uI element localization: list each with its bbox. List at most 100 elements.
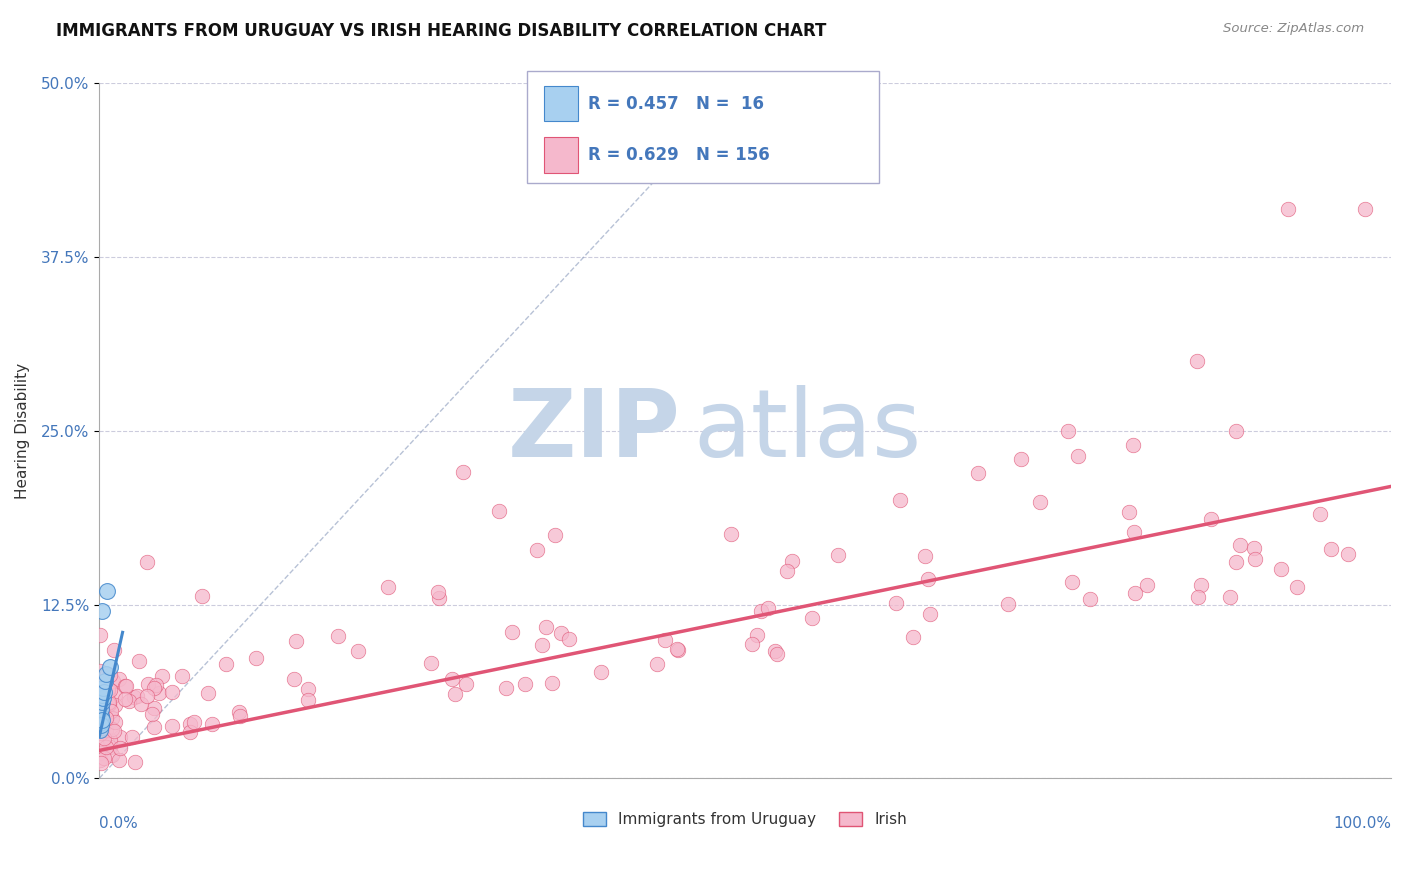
Point: [966, 466, 988, 480]
Point: [124, 690, 146, 704]
Point: [115, 679, 138, 693]
Text: R = 0.629   N = 156: R = 0.629 N = 156: [588, 146, 769, 164]
Point: [456, 677, 478, 691]
Point: [776, 564, 799, 578]
Point: [89, 715, 111, 730]
Point: [142, 701, 165, 715]
Point: [1219, 590, 1241, 604]
Point: [1225, 555, 1247, 569]
Point: [488, 504, 510, 518]
Point: [96, 723, 118, 738]
Point: [91, 733, 114, 747]
Point: [143, 720, 166, 734]
Point: [121, 730, 143, 744]
Point: [1187, 590, 1209, 604]
Point: [763, 644, 786, 658]
Point: [104, 698, 127, 712]
Text: R = 0.457   N =  16: R = 0.457 N = 16: [588, 95, 763, 112]
Point: [534, 620, 557, 634]
Point: [100, 704, 122, 718]
Point: [283, 672, 305, 686]
Point: [1067, 449, 1090, 463]
Legend: Immigrants from Uruguay, Irish: Immigrants from Uruguay, Irish: [576, 805, 914, 833]
Point: [96, 666, 118, 681]
Point: [1270, 562, 1292, 576]
Point: [91, 688, 114, 702]
Point: [419, 656, 441, 670]
Point: [800, 610, 823, 624]
Point: [526, 542, 548, 557]
Point: [426, 585, 449, 599]
Point: [1078, 591, 1101, 606]
Point: [589, 665, 612, 680]
Point: [98, 660, 121, 674]
Point: [90, 690, 112, 705]
Point: [1122, 438, 1144, 452]
Point: [741, 637, 763, 651]
Point: [114, 679, 136, 693]
Point: [1244, 552, 1267, 566]
Point: [756, 600, 779, 615]
Point: [285, 633, 308, 648]
Point: [1337, 547, 1360, 561]
Point: [1060, 575, 1083, 590]
Text: ZIP: ZIP: [508, 384, 681, 477]
Point: [142, 681, 165, 695]
Point: [1225, 424, 1247, 438]
Point: [443, 687, 465, 701]
Point: [89, 628, 111, 642]
Point: [665, 641, 688, 656]
Point: [1057, 424, 1080, 438]
Point: [1229, 538, 1251, 552]
Point: [125, 689, 148, 703]
Point: [91, 715, 114, 730]
Point: [884, 596, 907, 610]
Point: [183, 715, 205, 730]
Point: [530, 638, 553, 652]
Point: [654, 632, 676, 647]
Point: [550, 626, 572, 640]
Point: [780, 554, 803, 568]
Point: [515, 677, 537, 691]
Point: [91, 690, 114, 705]
Point: [346, 644, 368, 658]
Point: [1187, 354, 1209, 368]
Point: [104, 688, 127, 702]
Point: [997, 598, 1019, 612]
Point: [179, 724, 201, 739]
Point: [124, 755, 146, 769]
Point: [97, 695, 120, 709]
Point: [745, 628, 768, 642]
Point: [93, 750, 115, 764]
Point: [141, 707, 163, 722]
Point: [114, 692, 136, 706]
Point: [89, 746, 111, 760]
Point: [326, 629, 349, 643]
Point: [101, 722, 124, 736]
Point: [90, 708, 112, 723]
Point: [190, 590, 212, 604]
Text: 0.0%: 0.0%: [100, 816, 138, 831]
Point: [93, 673, 115, 688]
Point: [901, 630, 924, 644]
Point: [98, 698, 121, 712]
Point: [541, 676, 564, 690]
Point: [101, 673, 124, 688]
Point: [89, 723, 111, 737]
Point: [297, 682, 319, 697]
Point: [98, 668, 121, 682]
Point: [128, 654, 150, 668]
Point: [136, 689, 159, 703]
Point: [89, 700, 111, 714]
Point: [103, 642, 125, 657]
Point: [1010, 452, 1032, 467]
Point: [98, 740, 121, 755]
Point: [136, 555, 159, 569]
Point: [107, 672, 129, 686]
Point: [90, 675, 112, 690]
Point: [1189, 578, 1212, 592]
Point: [101, 711, 124, 725]
Text: IMMIGRANTS FROM URUGUAY VS IRISH HEARING DISABILITY CORRELATION CHART: IMMIGRANTS FROM URUGUAY VS IRISH HEARING…: [56, 22, 827, 40]
Point: [427, 591, 450, 605]
Point: [440, 672, 463, 686]
